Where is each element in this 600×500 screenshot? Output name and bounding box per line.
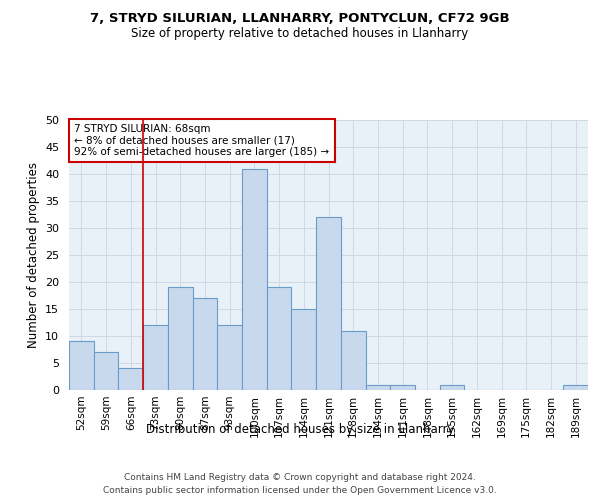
Bar <box>365 384 390 390</box>
Text: 7, STRYD SILURIAN, LLANHARRY, PONTYCLUN, CF72 9GB: 7, STRYD SILURIAN, LLANHARRY, PONTYCLUN,… <box>90 12 510 26</box>
Bar <box>563 384 588 390</box>
Bar <box>292 309 316 390</box>
Bar <box>390 384 415 390</box>
Text: Contains HM Land Registry data © Crown copyright and database right 2024.: Contains HM Land Registry data © Crown c… <box>124 472 476 482</box>
Bar <box>193 298 217 390</box>
Bar <box>440 384 464 390</box>
Text: Distribution of detached houses by size in Llanharry: Distribution of detached houses by size … <box>146 422 454 436</box>
Bar <box>267 288 292 390</box>
Bar <box>168 288 193 390</box>
Y-axis label: Number of detached properties: Number of detached properties <box>26 162 40 348</box>
Bar <box>217 325 242 390</box>
Text: Contains public sector information licensed under the Open Government Licence v3: Contains public sector information licen… <box>103 486 497 495</box>
Bar <box>118 368 143 390</box>
Bar <box>69 342 94 390</box>
Bar <box>143 325 168 390</box>
Bar <box>242 168 267 390</box>
Bar <box>341 330 365 390</box>
Text: 7 STRYD SILURIAN: 68sqm
← 8% of detached houses are smaller (17)
92% of semi-det: 7 STRYD SILURIAN: 68sqm ← 8% of detached… <box>74 124 329 157</box>
Bar <box>316 217 341 390</box>
Text: Size of property relative to detached houses in Llanharry: Size of property relative to detached ho… <box>131 28 469 40</box>
Bar <box>94 352 118 390</box>
